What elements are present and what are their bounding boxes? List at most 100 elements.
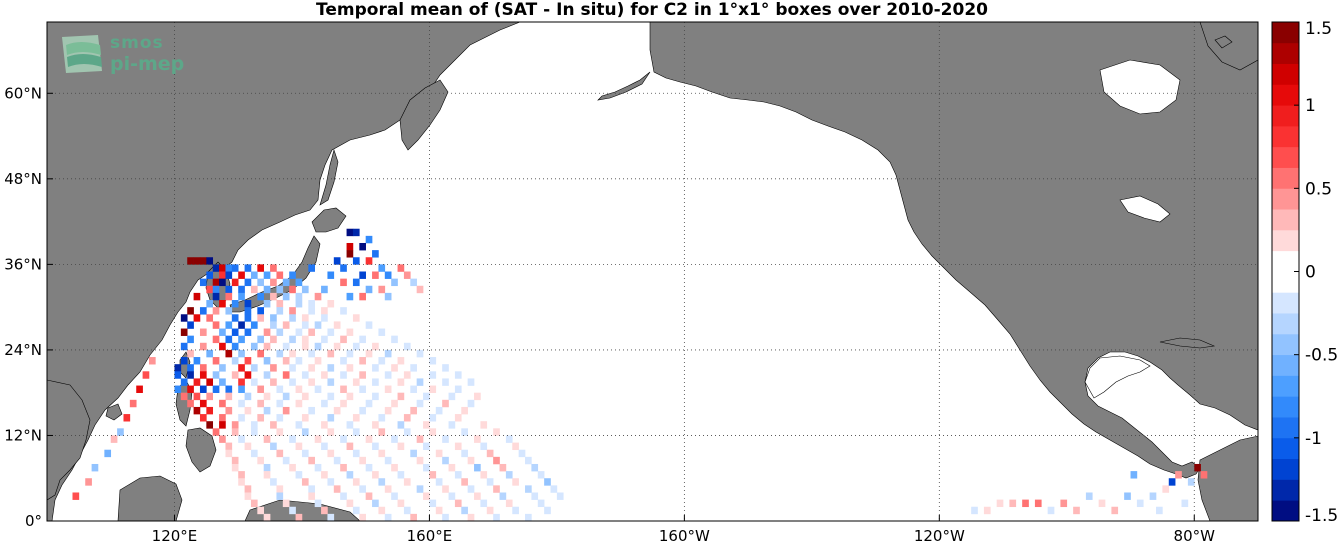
heatmap-cell <box>263 271 271 279</box>
heatmap-cell <box>308 307 315 315</box>
heatmap-cell <box>270 278 277 287</box>
heatmap-cell <box>346 292 354 301</box>
heatmap-cell <box>289 378 296 386</box>
heatmap-cell <box>372 378 379 386</box>
colorbar-swatch <box>1272 146 1299 168</box>
heatmap-cell <box>244 492 252 500</box>
heatmap-cell <box>359 513 366 521</box>
heatmap-cell <box>193 378 201 386</box>
heatmap-cell <box>397 264 405 272</box>
heatmap-cell <box>295 300 303 308</box>
heatmap-cell <box>384 385 392 393</box>
heatmap-cell <box>423 421 430 429</box>
heatmap-cell <box>206 300 214 308</box>
x-axis: 120°E 160°E 160°W 120°W 80°W <box>152 515 1215 544</box>
colorbar-tick-label: 1 <box>1305 96 1316 116</box>
hudson-bay <box>1099 59 1181 115</box>
heatmap-cell <box>505 499 513 508</box>
heatmap-cell <box>301 314 309 322</box>
colorbar-swatch <box>1272 437 1299 460</box>
heatmap-cell <box>219 278 226 287</box>
heatmap-cell <box>238 349 245 358</box>
heatmap-cell <box>301 392 309 401</box>
heatmap-cell <box>486 506 494 515</box>
heatmap-cell <box>480 421 488 429</box>
heatmap-cell <box>372 471 379 479</box>
heatmap-cell <box>276 449 284 458</box>
heatmap-cell <box>346 392 354 401</box>
heatmap-cell <box>263 285 271 294</box>
heatmap-cell <box>270 292 277 301</box>
logo-text-pi-mep: pi-mep <box>110 53 185 75</box>
land-kamchatka <box>399 79 449 151</box>
heatmap-cell <box>263 406 271 415</box>
heatmap-cell <box>263 357 271 365</box>
heatmap-cell <box>340 335 347 344</box>
heatmap-cell <box>314 342 322 351</box>
heatmap-cell <box>480 442 488 451</box>
heatmap-cell <box>372 364 379 372</box>
heatmap-cell <box>244 371 252 379</box>
heatmap-cell <box>410 278 417 287</box>
heatmap-cell <box>435 406 443 415</box>
heatmap-cell <box>365 435 373 443</box>
heatmap-cell <box>1034 499 1042 508</box>
heatmap-cell <box>410 449 417 458</box>
heatmap-cell <box>983 506 991 515</box>
heatmap-cell <box>321 442 328 451</box>
heatmap-cell <box>327 300 335 308</box>
heatmap-cell <box>225 406 233 415</box>
heatmap-cell <box>289 506 296 515</box>
heatmap-cell <box>971 506 978 515</box>
heatmap-cell <box>270 314 277 322</box>
heatmap-cell <box>327 378 335 386</box>
heatmap-cell <box>282 321 290 329</box>
heatmap-cell <box>333 342 341 351</box>
y-tick-label: 24°N <box>4 341 42 359</box>
colorbar-swatch <box>1272 105 1299 127</box>
heatmap-cell <box>416 349 424 358</box>
heatmap-cell <box>212 321 220 329</box>
heatmap-cell <box>327 392 335 401</box>
heatmap-cell <box>537 499 545 508</box>
heatmap-cell <box>1156 506 1163 515</box>
heatmap-cell <box>301 414 309 422</box>
heatmap-cell <box>180 378 188 386</box>
heatmap-cell <box>384 271 392 279</box>
heatmap-cell <box>423 442 430 451</box>
heatmap-cell <box>308 264 315 272</box>
land-hainan <box>105 403 123 421</box>
colorbar-tick-label: 0.5 <box>1305 179 1332 199</box>
colorbar-ticks: 1.5 1 0.5 0 -0.5 -1 -1.5 <box>1294 19 1338 526</box>
heatmap-cell <box>225 392 233 401</box>
heatmap-cell <box>187 257 194 265</box>
y-tick-label: 0° <box>25 512 42 530</box>
heatmap-cell <box>187 399 194 408</box>
heatmap-cell <box>193 257 201 265</box>
heatmap-cell <box>365 463 373 472</box>
heatmap-cell <box>257 278 265 287</box>
colorbar-swatch <box>1272 229 1299 252</box>
heatmap-cell <box>219 264 226 272</box>
land-philippines-south <box>185 427 217 473</box>
heatmap-cell <box>378 506 386 515</box>
heatmap-cell <box>257 414 265 422</box>
heatmap-cell <box>442 364 449 372</box>
heatmap-cell <box>340 371 347 379</box>
heatmap-cell <box>257 307 265 315</box>
heatmap-cell <box>378 328 386 336</box>
colorbar-swatch <box>1272 375 1299 397</box>
heatmap-cell <box>1085 492 1093 500</box>
heatmap-cell <box>308 349 315 358</box>
colorbar-tick-label: 1.5 <box>1305 19 1332 39</box>
heatmap-cell <box>231 428 239 436</box>
heatmap-cell <box>250 364 258 372</box>
heatmap-cell <box>199 342 207 351</box>
heatmap-cell <box>295 442 303 451</box>
heatmap-cell <box>321 471 328 479</box>
colorbar-tick-label: -0.5 <box>1305 346 1338 366</box>
heatmap-cell <box>212 307 220 315</box>
heatmap-cell <box>346 499 354 508</box>
heatmap-cell <box>416 435 424 443</box>
